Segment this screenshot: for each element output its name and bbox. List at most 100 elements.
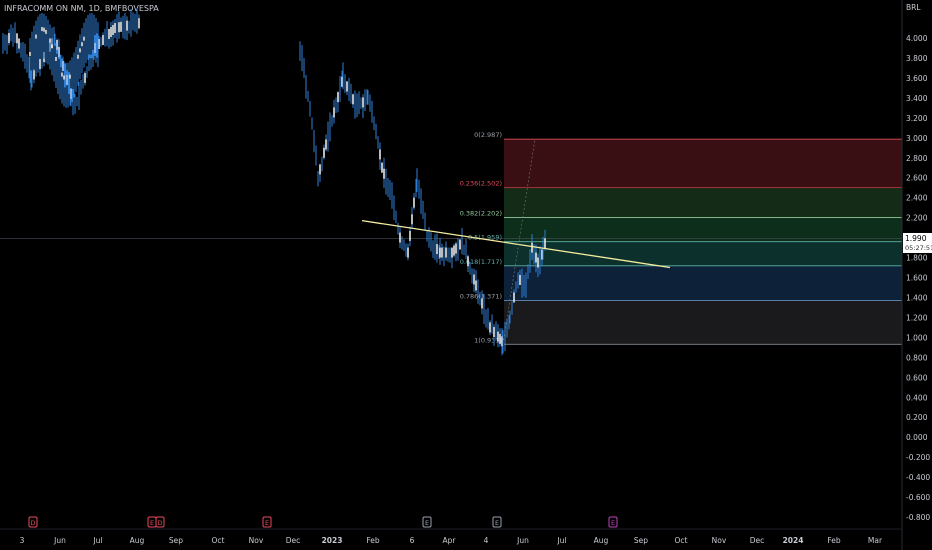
price-badge-value: 1.990 (905, 234, 927, 243)
event-marker-box (28, 516, 38, 528)
event-marker[interactable]: E (492, 516, 502, 528)
price-candle (61, 72, 63, 77)
price-candle (138, 18, 140, 29)
price-candle (493, 327, 495, 337)
price-candle (473, 274, 475, 285)
price-candle (379, 149, 381, 160)
y-tick-label: 4.000 (906, 34, 928, 43)
price-candle (114, 23, 116, 34)
price-badge: 1.990 05:27:51 (903, 233, 932, 253)
price-candle (411, 214, 413, 225)
event-marker-box (155, 516, 165, 528)
y-axis: 4.000 3.800 3.600 3.400 3.200 3.000 2.800 2.600… (906, 34, 930, 522)
price-candle (118, 22, 120, 33)
price-candle (439, 247, 441, 258)
x-tick-label: Dec (750, 536, 765, 545)
fib-level-label: 0.236(2.502) (460, 179, 502, 187)
event-marker-label: E (611, 519, 615, 527)
price-badge-countdown: 05:27:51 (905, 244, 932, 252)
fib-level-label: 1(0.931) (474, 336, 502, 344)
fib-zone (504, 139, 902, 188)
x-axis: 3 Jun Jul Aug Sep Oct Nov Dec 2023 Feb 6 Apr 4 Jun Jul… (20, 536, 883, 545)
price-candle (451, 247, 453, 258)
x-tick-label: Mar (868, 536, 883, 545)
fib-zone (504, 187, 902, 218)
fib-level-label: 0.618(1.717) (460, 258, 502, 266)
price-candle (98, 38, 100, 49)
price-candle (467, 256, 469, 267)
price-candle (407, 247, 409, 258)
price-candle (544, 238, 546, 249)
fib-level-label: 0.5(1.959) (468, 234, 502, 242)
price-candle (352, 94, 354, 105)
price-candle (45, 29, 47, 34)
price-candle (51, 44, 53, 49)
event-marker[interactable]: E (262, 516, 272, 528)
currency-label: BRL (906, 3, 921, 12)
price-candle (39, 59, 41, 70)
event-marker-box (608, 516, 618, 528)
x-tick-label: Jul (556, 536, 566, 545)
y-tick-label: 2.800 (906, 154, 928, 163)
price-candle (459, 239, 461, 250)
price-candle (499, 333, 501, 344)
price-candle (120, 21, 122, 32)
price-candle (481, 298, 483, 309)
y-tick-label: 2.200 (906, 214, 928, 223)
x-tick-label: Feb (827, 536, 841, 545)
x-tick-label: Nov (249, 536, 264, 545)
price-candle (531, 242, 533, 253)
price-candle (62, 60, 64, 71)
price-candle (83, 36, 85, 41)
event-marker-label: E (425, 519, 429, 527)
price-candle (16, 33, 18, 44)
price-candle (413, 197, 415, 208)
event-marker[interactable]: E (147, 516, 157, 528)
fib-zone (504, 241, 902, 266)
y-tick-label: 1.800 (906, 254, 928, 263)
event-marker[interactable]: D (28, 516, 38, 528)
x-tick-label: 2024 (783, 536, 804, 545)
y-axis-panel[interactable] (902, 0, 932, 550)
price-candle (453, 245, 455, 256)
price-candle (94, 42, 96, 53)
price-candle (35, 34, 37, 39)
price-candle (501, 336, 503, 347)
price-candle (63, 75, 65, 80)
fib-zone (504, 265, 902, 301)
x-tick-label: Aug (594, 536, 609, 545)
price-candle (362, 97, 364, 108)
y-tick-label: 3.400 (906, 94, 928, 103)
price-candle (81, 42, 83, 47)
fib-level-label: 0(2.987) (474, 131, 502, 139)
trendline[interactable] (361, 219, 671, 269)
y-tick-label: -0.200 (906, 453, 930, 462)
fib-level-label: 0.382(2.202) (460, 209, 502, 217)
event-marker-label: D (157, 519, 162, 527)
price-candle (323, 147, 325, 158)
y-tick-label: -0.600 (906, 493, 930, 502)
y-tick-label: -0.800 (906, 513, 930, 522)
price-candle (70, 88, 72, 99)
event-marker[interactable]: E (422, 516, 432, 528)
y-tick-label: 1.400 (906, 293, 928, 302)
fibonacci-retracement[interactable]: 0(2.987) 0.236(2.502) 0.382(2.202) 0.5(1.95… (460, 131, 902, 345)
price-candle (29, 51, 31, 56)
price-candle (18, 38, 20, 49)
event-marker[interactable]: E (608, 516, 618, 528)
price-candle (455, 243, 457, 254)
y-tick-label: 0.200 (906, 413, 928, 422)
price-candle (409, 230, 411, 241)
price-candle (489, 322, 491, 333)
price-candle (58, 46, 60, 57)
event-marker[interactable]: D (155, 516, 165, 528)
x-tick-label: Oct (675, 536, 688, 545)
y-tick-label: 2.400 (906, 194, 928, 203)
price-candle (102, 35, 104, 45)
price-candle (108, 29, 110, 39)
price-candle (475, 280, 477, 291)
x-tick-label: 3 (20, 536, 25, 545)
price-candle (79, 48, 81, 53)
